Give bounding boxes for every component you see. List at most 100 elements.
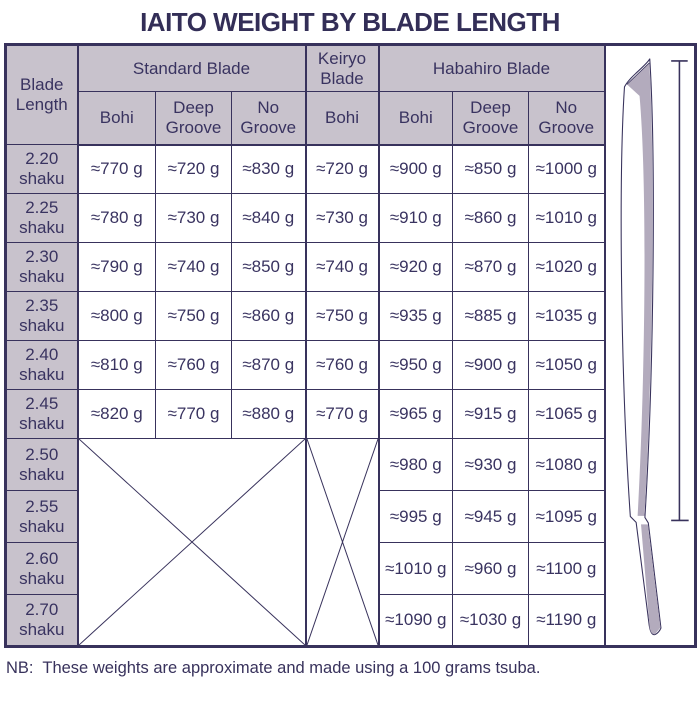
row-label: 2.35 shaku: [5, 291, 79, 341]
row-label: 2.70 shaku: [5, 594, 79, 647]
footnote: NB: These weights are approximate and ma…: [6, 659, 541, 677]
weight-cell: ≈1050 g: [528, 340, 606, 390]
weight-cell: ≈860 g: [452, 193, 529, 243]
table-row: 2.60 shaku ≈1010 g ≈960 g ≈1100 g: [5, 542, 696, 595]
weight-cell: ≈740 g: [304, 242, 380, 292]
row-label: 2.30 shaku: [5, 242, 79, 292]
weight-cell: ≈1035 g: [528, 291, 606, 341]
table-row: 2.70 shaku ≈1090 g ≈1030 g ≈1190 g: [5, 594, 696, 647]
col-habahiro-bohi: Bohi: [378, 91, 453, 146]
group-keiryo-blade: Keiryo Blade: [304, 44, 380, 92]
row-label: 2.20 shaku: [5, 144, 79, 194]
row-label: 2.25 shaku: [5, 193, 79, 243]
row-label: 2.60 shaku: [5, 542, 79, 595]
weight-cell: ≈870 g: [231, 340, 306, 390]
page-title: IAITO WEIGHT BY BLADE LENGTH: [140, 7, 560, 37]
weight-cell: ≈930 g: [452, 438, 529, 491]
col-keiryo-bohi: Bohi: [304, 91, 380, 146]
weight-cell: ≈770 g: [155, 389, 232, 439]
weight-cell: ≈750 g: [304, 291, 380, 341]
weight-cell: ≈740 g: [155, 242, 232, 292]
group-habahiro-blade: Habahiro Blade: [378, 44, 606, 92]
table-row: 2.55 shaku ≈995 g ≈945 g ≈1095 g: [5, 490, 696, 543]
weight-cell: ≈850 g: [231, 242, 306, 292]
weight-cell: ≈1100 g: [528, 542, 606, 595]
table-row: 2.20 shaku ≈770 g ≈720 g ≈830 g ≈720 g ≈…: [5, 144, 696, 194]
weight-cell: ≈760 g: [155, 340, 232, 390]
weight-cell: ≈770 g: [304, 389, 380, 439]
weight-cell: ≈780 g: [77, 193, 156, 243]
table-row: 2.35 shaku ≈800 g ≈750 g ≈860 g ≈750 g ≈…: [5, 291, 696, 341]
not-available-keiryo-cell: [304, 438, 380, 647]
weight-cell: ≈850 g: [452, 144, 529, 194]
weight-cell: ≈770 g: [77, 144, 156, 194]
weight-cell: ≈790 g: [77, 242, 156, 292]
weight-cell: ≈830 g: [231, 144, 306, 194]
weight-cell: ≈995 g: [378, 490, 453, 543]
weight-cell: ≈935 g: [378, 291, 453, 341]
table-row: 2.30 shaku ≈790 g ≈740 g ≈850 g ≈740 g ≈…: [5, 242, 696, 292]
weight-cell: ≈910 g: [378, 193, 453, 243]
weight-cell: ≈915 g: [452, 389, 529, 439]
group-standard-blade: Standard Blade: [77, 44, 306, 92]
weight-cell: ≈950 g: [378, 340, 453, 390]
blade-length-header: Blade Length: [5, 44, 79, 145]
weight-cell: ≈840 g: [231, 193, 306, 243]
weight-cell: ≈900 g: [378, 144, 453, 194]
weight-cell: ≈1020 g: [528, 242, 606, 292]
row-label: 2.50 shaku: [5, 438, 79, 491]
weight-cell: ≈965 g: [378, 389, 453, 439]
weight-cell: ≈810 g: [77, 340, 156, 390]
weight-cell: ≈760 g: [304, 340, 380, 390]
weight-cell: ≈920 g: [378, 242, 453, 292]
table-row: 2.45 shaku ≈820 g ≈770 g ≈880 g ≈770 g ≈…: [5, 389, 696, 439]
col-standard-deep-groove: Deep Groove: [155, 91, 232, 146]
table-row: 2.50 shaku ≈980 g ≈930 g ≈1080 g: [5, 438, 696, 647]
weight-cell: ≈1010 g: [378, 542, 453, 595]
weight-cell: ≈820 g: [77, 389, 156, 439]
x-cross-icon: [307, 439, 378, 645]
katana-illustration: [620, 58, 689, 636]
weight-cell: ≈720 g: [155, 144, 232, 194]
weight-cell: ≈1010 g: [528, 193, 606, 243]
x-cross-icon: [79, 439, 305, 645]
weight-cell: ≈1030 g: [452, 594, 529, 647]
iaito-weight-infographic: IAITO WEIGHT BY BLADE LENGTH Blade Lengt…: [0, 7, 700, 678]
weight-cell: ≈1080 g: [528, 438, 606, 491]
katana-yokote-line: [626, 62, 650, 85]
katana-blade-outline: [620, 58, 661, 636]
weight-cell: ≈720 g: [304, 144, 380, 194]
weight-table: Blade Length Standard Blade Keiryo Blade…: [4, 43, 697, 648]
col-habahiro-no-groove: No Groove: [528, 91, 606, 146]
weight-cell: ≈960 g: [452, 542, 529, 595]
weight-cell: ≈870 g: [452, 242, 529, 292]
weight-cell: ≈880 g: [231, 389, 306, 439]
weight-cell: ≈800 g: [77, 291, 156, 341]
weight-cell: ≈900 g: [452, 340, 529, 390]
weight-cell: ≈730 g: [304, 193, 380, 243]
group-header-row: Blade Length Standard Blade Keiryo Blade…: [5, 44, 696, 647]
weight-cell: ≈980 g: [378, 438, 453, 491]
katana-shinogi-shade: [626, 62, 652, 516]
row-label: 2.40 shaku: [5, 340, 79, 390]
table-row: 2.40 shaku ≈810 g ≈760 g ≈870 g ≈760 g ≈…: [5, 340, 696, 390]
weight-cell: ≈1000 g: [528, 144, 606, 194]
row-label: 2.45 shaku: [5, 389, 79, 439]
not-available-standard-cell: [77, 438, 306, 647]
katana-panel: [604, 44, 696, 647]
weight-cell: ≈1065 g: [528, 389, 606, 439]
blade-length-measure-line: [670, 60, 689, 522]
weight-cell: ≈1190 g: [528, 594, 606, 647]
weight-cell: ≈860 g: [231, 291, 306, 341]
col-standard-no-groove: No Groove: [231, 91, 306, 146]
weight-cell: ≈1090 g: [378, 594, 453, 647]
weight-cell: ≈945 g: [452, 490, 529, 543]
sub-header-row: Bohi Deep Groove No Groove Bohi Bohi Dee…: [6, 91, 696, 146]
row-label: 2.55 shaku: [5, 490, 79, 543]
table-row: 2.25 shaku ≈780 g ≈730 g ≈840 g ≈730 g ≈…: [5, 193, 696, 243]
col-habahiro-deep-groove: Deep Groove: [452, 91, 529, 146]
weight-cell: ≈750 g: [155, 291, 232, 341]
col-standard-bohi: Bohi: [77, 91, 156, 146]
weight-cell: ≈1095 g: [528, 490, 606, 543]
weight-cell: ≈885 g: [452, 291, 529, 341]
